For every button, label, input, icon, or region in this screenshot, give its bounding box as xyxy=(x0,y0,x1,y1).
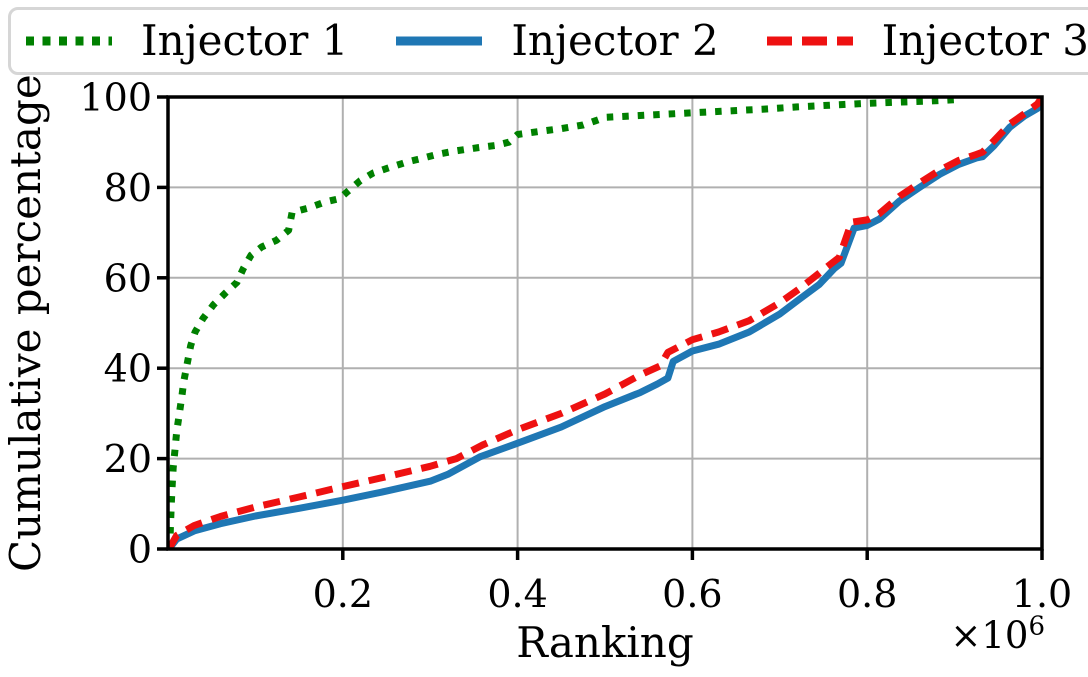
axes-frame xyxy=(166,95,1044,551)
legend-line-solid-blue-icon xyxy=(396,36,483,46)
x-axis-multiplier-base: ×10 xyxy=(950,614,1029,657)
series-injector-2 xyxy=(168,97,1042,549)
x-axis-multiplier-exponent: 6 xyxy=(1028,611,1045,642)
x-tick-label: 1.0 xyxy=(1012,572,1072,616)
y-tick-label: 60 xyxy=(104,256,152,300)
x-tick-label: 0.8 xyxy=(837,572,897,616)
y-tick-label: 100 xyxy=(79,76,152,120)
legend-item-injector-2: Injector 2 xyxy=(393,16,719,65)
x-tick-label: 0.2 xyxy=(313,572,373,616)
legend-item-injector-1: Injector 1 xyxy=(23,20,348,62)
x-tick-label: 0.6 xyxy=(662,572,722,616)
x-axis-label: Ranking xyxy=(516,618,694,667)
legend-line-dotted-green-icon xyxy=(26,36,112,46)
legend-item-injector-3: Injector 3 xyxy=(764,20,1088,62)
series-injector-3 xyxy=(168,97,1042,549)
y-tick-label: 40 xyxy=(104,347,152,391)
legend: Injector 1 Injector 2 Injector 3 xyxy=(8,7,1088,75)
x-axis-multiplier: ×106 xyxy=(920,614,1045,657)
legend-label: Injector 2 xyxy=(511,16,719,65)
legend-label: Injector 3 xyxy=(881,16,1088,65)
y-tick-label: 20 xyxy=(104,437,152,481)
legend-line-dashed-red-icon xyxy=(766,36,853,46)
x-tick-label: 0.4 xyxy=(487,572,547,616)
legend-label: Injector 1 xyxy=(141,16,349,65)
y-tick-label: 80 xyxy=(104,166,152,210)
y-axis-label: Cumulative percentage xyxy=(1,74,50,572)
y-tick-label: 0 xyxy=(128,528,152,572)
series-injector-1 xyxy=(168,97,955,549)
